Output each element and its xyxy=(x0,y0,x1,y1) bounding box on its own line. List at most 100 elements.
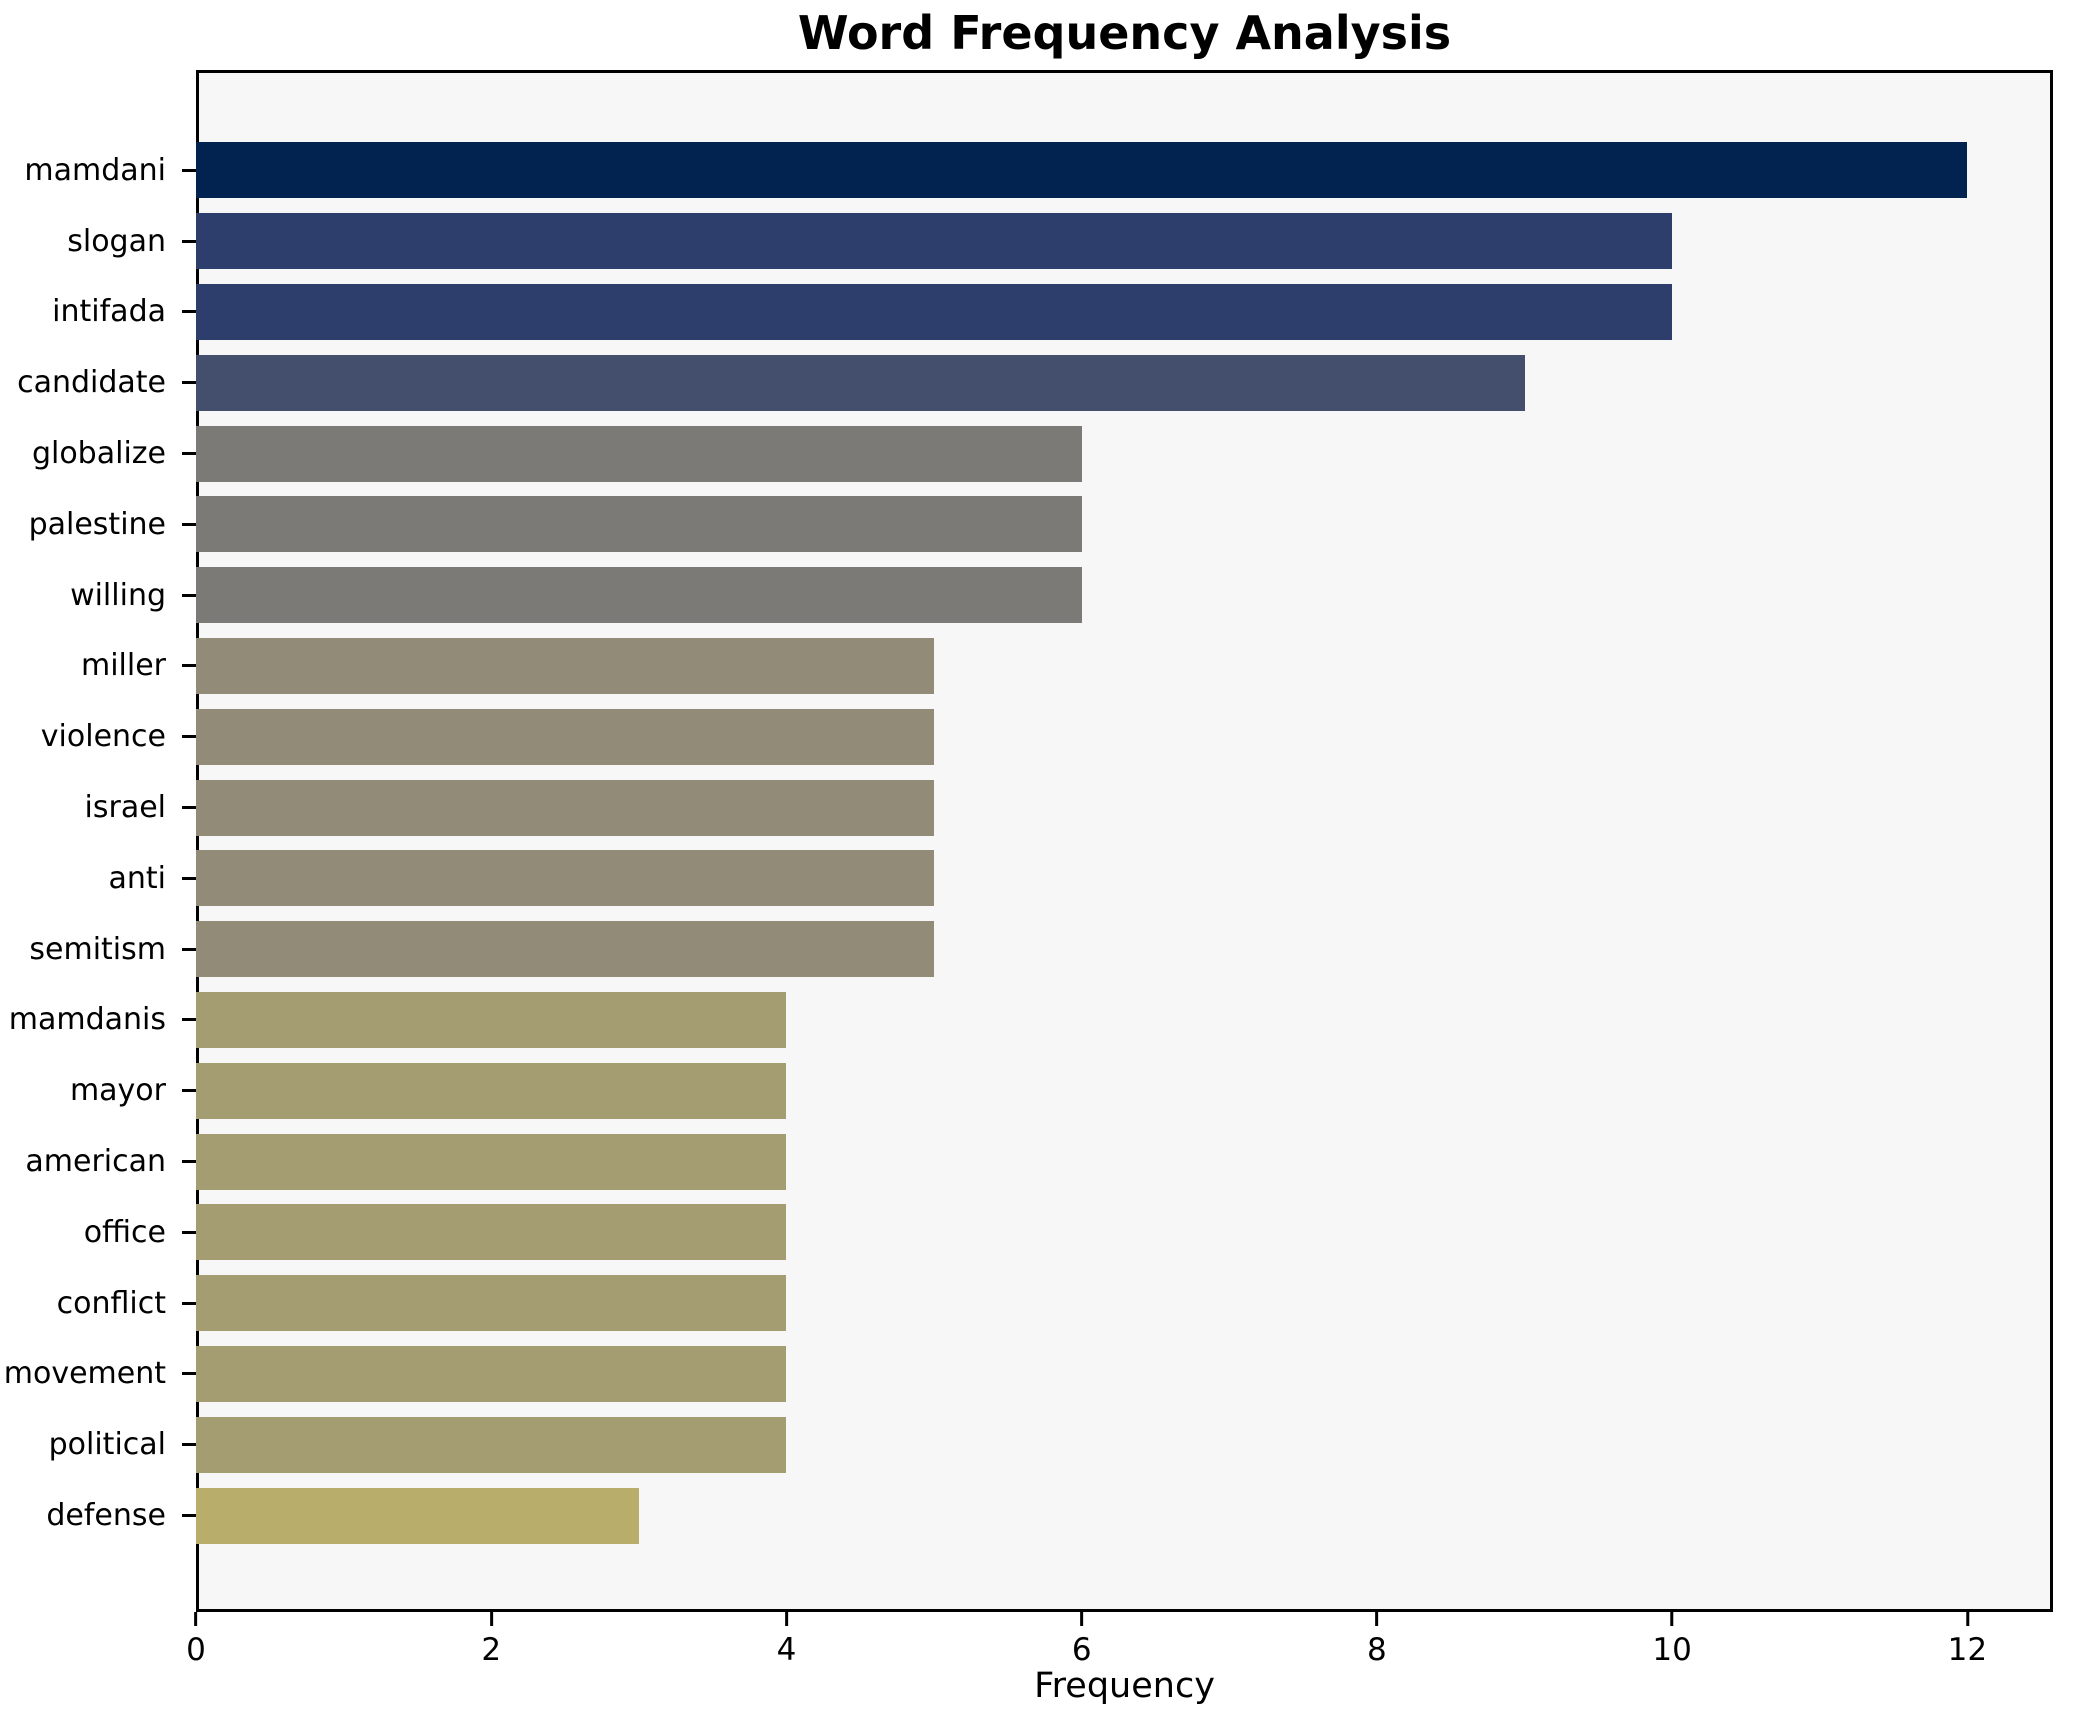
x-axis-tick-label: 6 xyxy=(1071,1632,1092,1668)
y-axis-label: movement xyxy=(3,1356,166,1392)
bar-row: political xyxy=(0,1409,2053,1480)
y-axis-label: political xyxy=(48,1427,166,1463)
bar-row: intifada xyxy=(0,277,2053,348)
y-axis-tick xyxy=(166,310,196,314)
bar xyxy=(196,921,935,978)
bar-row: semitism xyxy=(0,914,2053,985)
y-axis-tick xyxy=(166,239,196,243)
x-axis-tick-mark xyxy=(1965,1612,1969,1626)
bar xyxy=(196,496,1082,553)
y-axis-tick-mark xyxy=(182,876,196,880)
bar xyxy=(196,283,1673,340)
bar-row: willing xyxy=(0,560,2053,631)
bar-track xyxy=(196,914,2053,985)
y-axis-tick-mark xyxy=(182,593,196,597)
y-axis-tick xyxy=(166,168,196,172)
x-axis-tick: 6 xyxy=(1072,1612,1092,1668)
bar-track xyxy=(196,1268,2053,1339)
bar-row: israel xyxy=(0,772,2053,843)
y-axis-tick-mark xyxy=(182,310,196,314)
y-axis-label: mayor xyxy=(69,1073,166,1109)
y-axis-label: willing xyxy=(70,577,166,613)
bar-track xyxy=(196,277,2053,348)
x-axis-tick-mark xyxy=(1375,1612,1379,1626)
bar-rows: mamdani slogan intifada candidate globalize p… xyxy=(0,135,2053,1551)
bar-row: miller xyxy=(0,631,2053,702)
y-axis-tick xyxy=(166,1443,196,1447)
y-axis-label: mamdani xyxy=(24,152,166,188)
y-axis-label: mamdanis xyxy=(8,1002,166,1038)
y-axis-tick xyxy=(166,452,196,456)
y-axis-tick-mark xyxy=(182,1160,196,1164)
bar-track xyxy=(196,843,2053,914)
y-axis-label: semitism xyxy=(29,931,166,967)
y-axis-label: intifada xyxy=(52,294,166,330)
bar-track xyxy=(196,631,2053,702)
bar xyxy=(196,1416,787,1473)
bar-row: defense xyxy=(0,1480,2053,1551)
bar-track xyxy=(196,1126,2053,1197)
y-axis-label: israel xyxy=(84,790,166,826)
bar-track xyxy=(196,1197,2053,1268)
x-axis-tick: 2 xyxy=(481,1612,501,1668)
bar-track xyxy=(196,1339,2053,1410)
bar xyxy=(196,850,935,907)
bar-row: anti xyxy=(0,843,2053,914)
x-axis-tick-label: 12 xyxy=(1947,1632,1988,1668)
x-axis-tick-mark xyxy=(1670,1612,1674,1626)
y-axis-tick-mark xyxy=(182,239,196,243)
x-axis-tick-mark xyxy=(1080,1612,1084,1626)
y-axis-tick-mark xyxy=(182,1514,196,1518)
y-axis-tick xyxy=(166,1301,196,1305)
y-axis-tick-mark xyxy=(182,522,196,526)
y-axis-tick xyxy=(166,522,196,526)
bar xyxy=(196,779,935,836)
x-axis-tick-label: 2 xyxy=(481,1632,502,1668)
bar xyxy=(196,425,1082,482)
x-axis-tick-mark xyxy=(489,1612,493,1626)
y-axis-label: anti xyxy=(108,860,167,896)
bar-track xyxy=(196,985,2053,1056)
y-axis-tick xyxy=(166,1160,196,1164)
bar-track xyxy=(196,772,2053,843)
bar-row: office xyxy=(0,1197,2053,1268)
chart-title: Word Frequency Analysis xyxy=(797,6,1452,60)
y-axis-label: conflict xyxy=(56,1285,166,1321)
x-axis-tick: 10 xyxy=(1652,1612,1692,1668)
y-axis-tick xyxy=(166,947,196,951)
y-axis-tick xyxy=(166,381,196,385)
bar-track xyxy=(196,489,2053,560)
bar xyxy=(196,1275,787,1332)
y-axis-label: american xyxy=(25,1144,166,1180)
y-axis-tick-mark xyxy=(182,452,196,456)
y-axis-label: candidate xyxy=(17,365,166,401)
y-axis-tick xyxy=(166,1089,196,1093)
x-axis-tick: 4 xyxy=(777,1612,796,1668)
bar-row: movement xyxy=(0,1339,2053,1410)
y-axis-tick xyxy=(166,876,196,880)
bar xyxy=(196,1204,787,1261)
bar-track xyxy=(196,560,2053,631)
y-axis-label: slogan xyxy=(67,223,166,259)
x-axis-tick-label: 10 xyxy=(1652,1632,1692,1668)
bar-track xyxy=(196,206,2053,277)
y-axis-tick-mark xyxy=(182,381,196,385)
y-axis-label: office xyxy=(83,1214,166,1250)
bar-track xyxy=(196,1409,2053,1480)
bar xyxy=(196,142,1968,199)
x-axis-tick-label: 8 xyxy=(1367,1632,1387,1668)
bar xyxy=(196,354,1525,411)
bar-row: palestine xyxy=(0,489,2053,560)
y-axis-tick-mark xyxy=(182,735,196,739)
y-axis-tick xyxy=(166,806,196,810)
y-axis-tick xyxy=(166,593,196,597)
y-axis-tick xyxy=(166,664,196,668)
bar-row: conflict xyxy=(0,1268,2053,1339)
y-axis-tick-mark xyxy=(182,1018,196,1022)
x-axis-tick-label: 0 xyxy=(186,1632,206,1668)
bar xyxy=(196,708,935,765)
x-axis-tick-mark xyxy=(194,1612,198,1626)
bar-row: mamdani xyxy=(0,135,2053,206)
y-axis-tick-mark xyxy=(182,1301,196,1305)
y-axis-tick-mark xyxy=(182,1089,196,1093)
